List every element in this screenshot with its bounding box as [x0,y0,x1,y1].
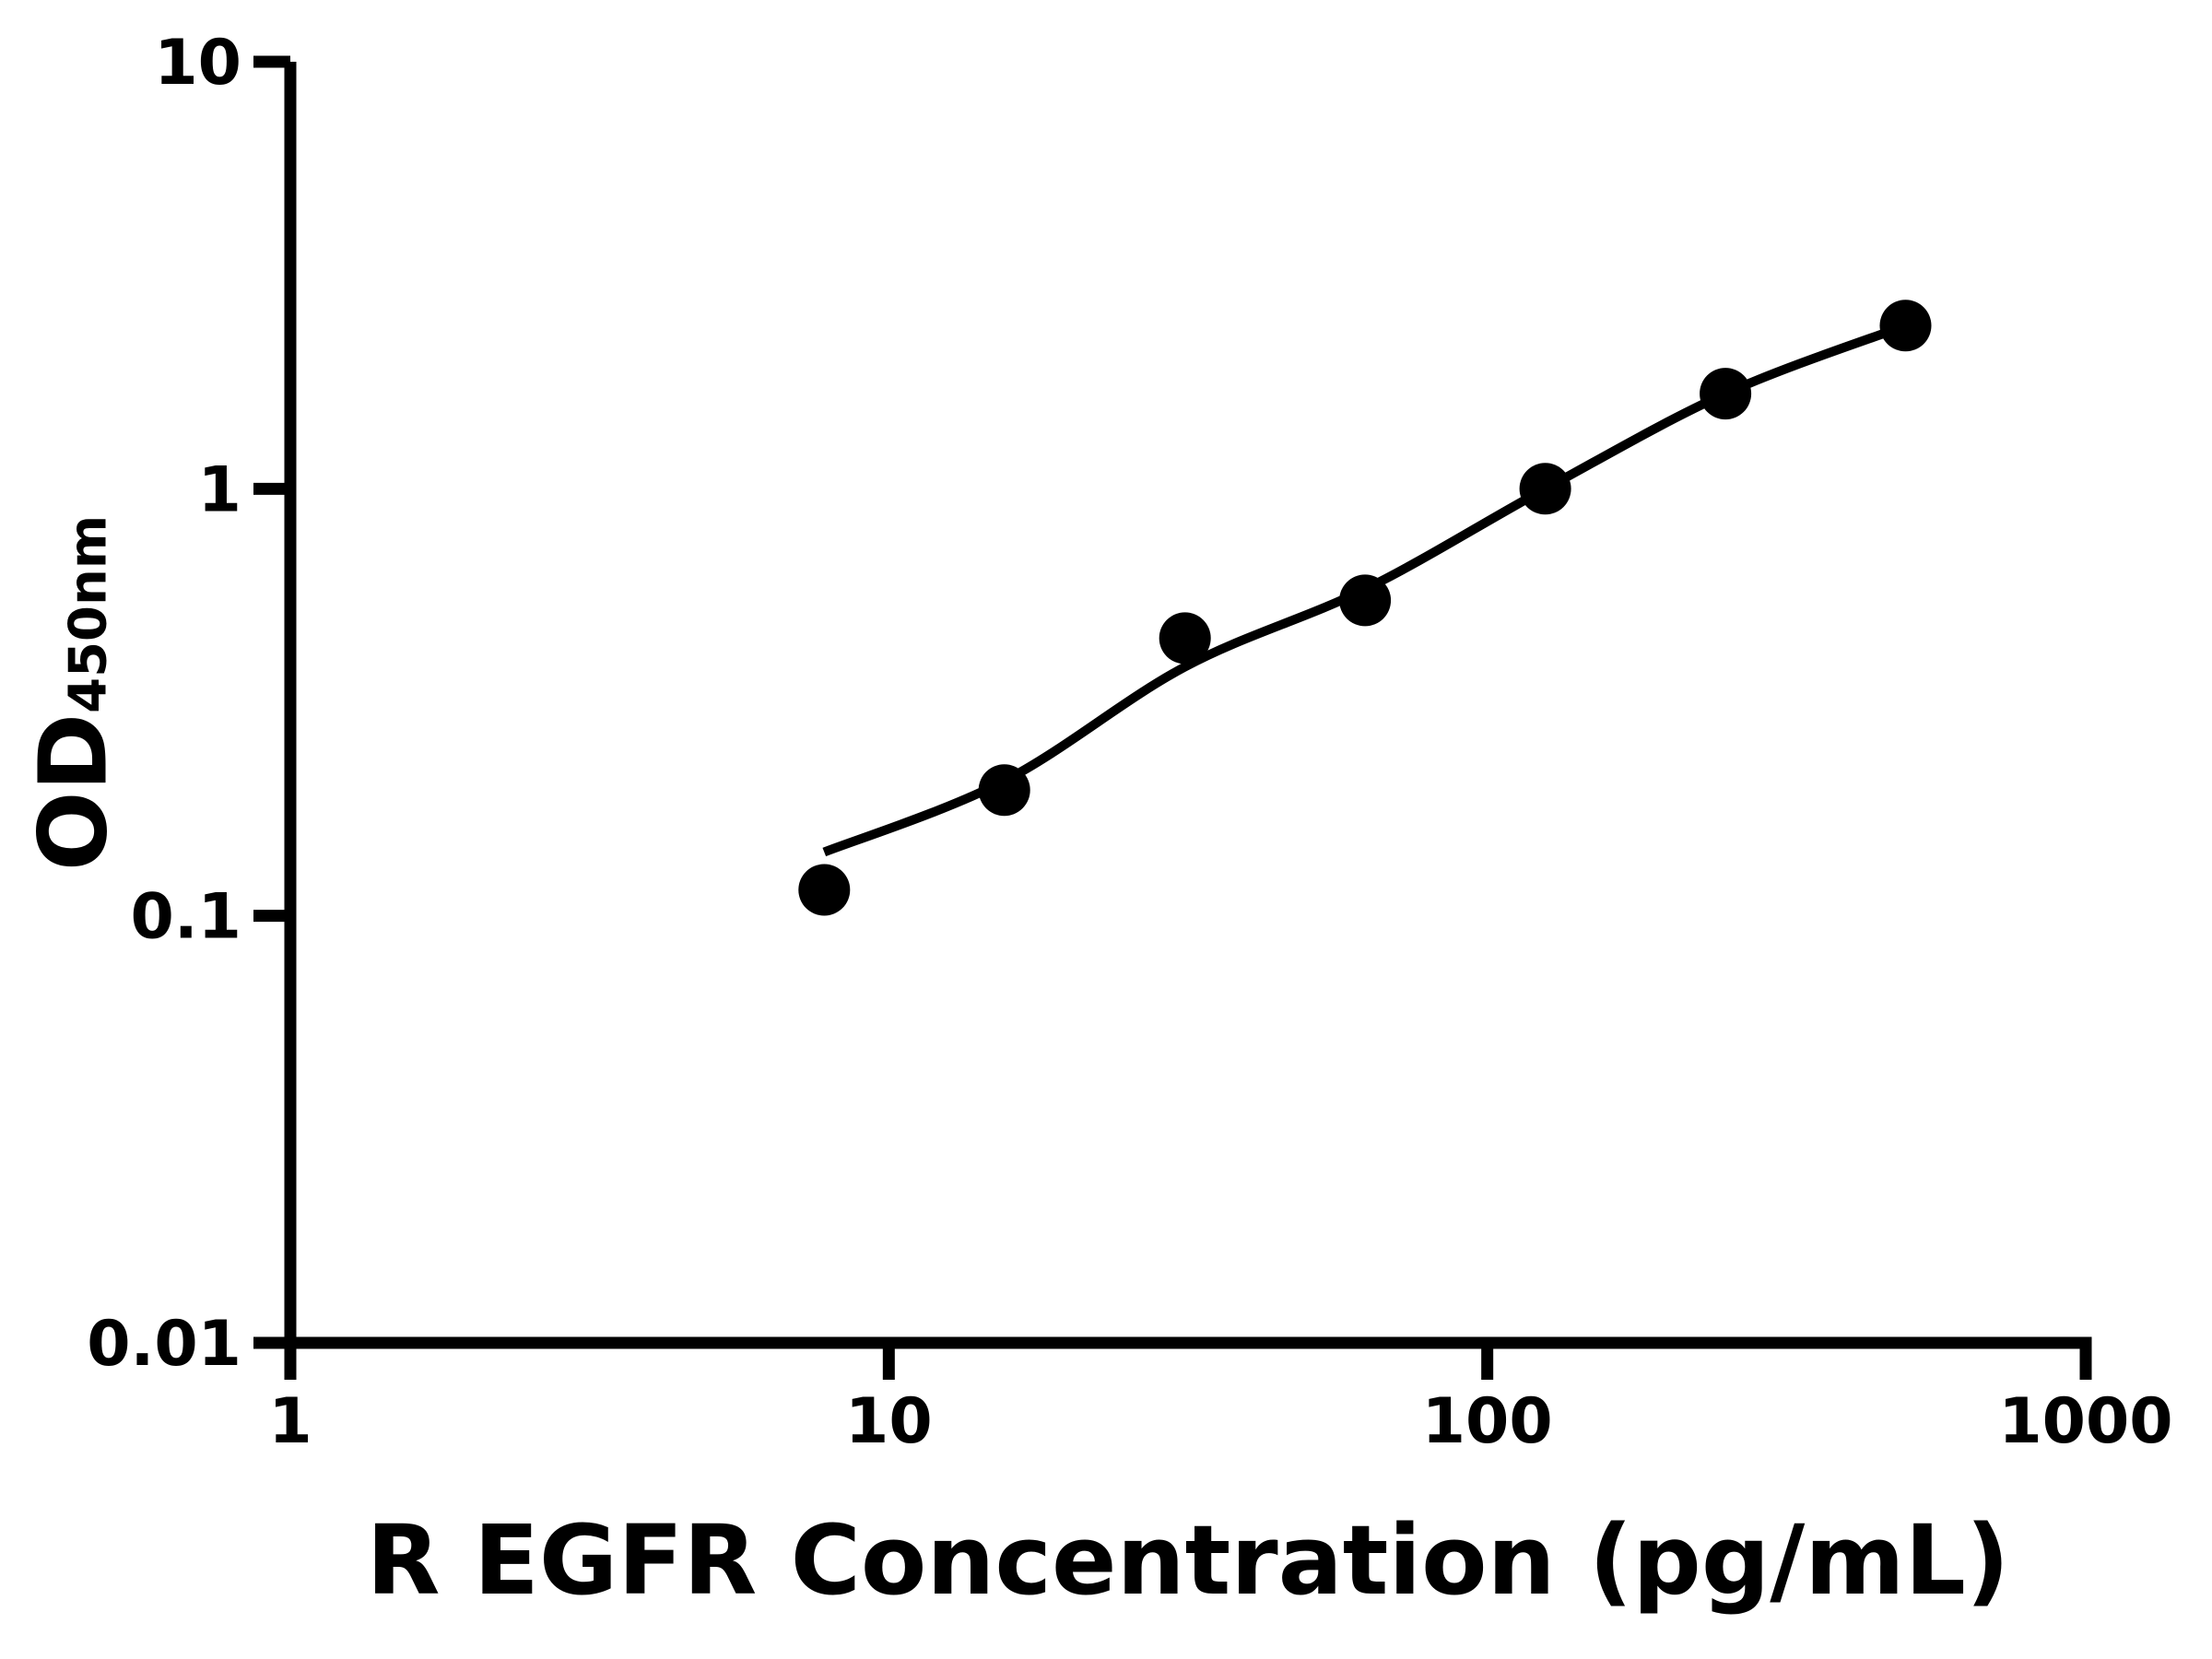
y-tick-label: 1 [198,453,241,526]
x-tick-label: 1 [268,1385,312,1458]
y-axis-title: OD450nm [19,515,129,872]
y-tick-label: 0.1 [131,881,241,954]
data-point [798,864,851,916]
y-axis-title-sub: 450nm [58,514,119,713]
data-point [978,764,1030,817]
data-point [1700,368,1752,420]
data-point [1339,574,1392,627]
x-tick-label: 100 [1422,1385,1553,1458]
data-point [1159,612,1211,665]
y-axis-title-main: OD [18,712,129,872]
data-point [1879,300,1932,352]
x-axis-title: R EGFR Concentration (pg/mL) [366,1504,2010,1617]
x-tick-label: 10 [845,1385,933,1458]
y-tick-label: 0.01 [87,1308,241,1381]
data-point [1519,463,1571,515]
x-tick-label: 1000 [1998,1385,2172,1458]
y-tick-label: 10 [154,27,241,100]
